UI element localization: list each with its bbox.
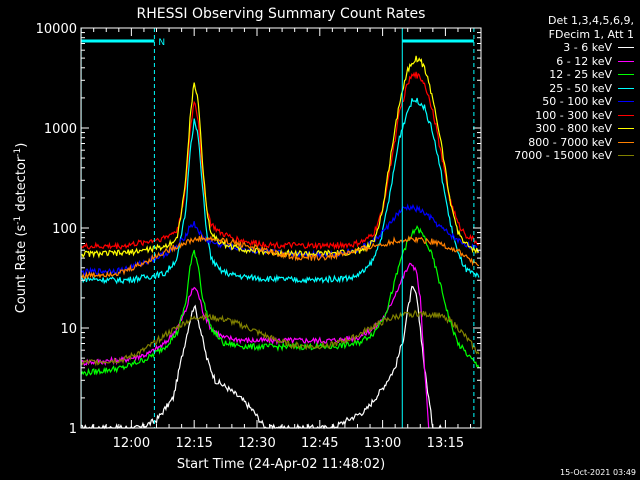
legend-label: 800 - 7000 keV [528,135,612,149]
x-tick-label: 12:15 [175,436,212,451]
legend-header-line: Det 1,3,4,5,6,9, [547,14,634,27]
legend-label: 50 - 100 keV [542,95,612,108]
x-tick-label: 12:45 [301,436,338,451]
legend-header-line: FDecim 1, Att 1 [548,27,634,41]
x-axis-title: Start Time (24-Apr-02 11:48:02) [177,457,385,472]
legend-swatch [618,155,634,157]
generated-timestamp: 15-Oct-2021 03:49 [560,468,636,477]
series-line [80,97,480,285]
legend-item: 100 - 300 keV [478,109,634,123]
legend-swatch [618,47,634,49]
chart-title: RHESSI Observing Summary Count Rates [137,6,426,22]
legend-item: 3 - 6 keV [478,41,634,55]
legend-item: 300 - 800 keV [478,122,634,136]
attenuator-markers: N [80,28,475,428]
series-line [80,262,430,429]
series-line [80,234,480,280]
y-tick-label: 1000 [44,122,77,137]
attenuator-label: N [158,38,165,48]
legend-item: 25 - 50 keV [478,82,634,96]
y-tick-label: 10000 [36,22,77,37]
legend-swatch [618,101,634,103]
legend-swatch [618,128,634,130]
plot-frame [80,27,482,429]
legend-label: 12 - 25 keV [549,68,612,81]
legend-swatch [618,87,634,89]
legend-item: 6 - 12 keV [478,55,634,69]
legend-label: 3 - 6 keV [563,41,612,54]
legend-item: 7000 - 15000 keV [478,149,634,163]
x-tick-label: 12:00 [113,436,150,451]
y-tick-label: 1 [69,422,77,437]
legend-swatch [618,74,634,76]
x-tick-label: 13:00 [364,436,401,451]
series-line [80,71,480,251]
axis-ticks: 12:00 12:15 12:30 12:45 13:00 13:15 1 10 100 1000… [36,22,481,451]
legend-label: 25 - 50 keV [549,81,612,95]
legend-label: 7000 - 15000 keV [514,149,612,162]
legend-label: 300 - 800 keV [535,122,612,135]
chart-legend: Det 1,3,4,5,6,9, FDecim 1, Att 1 3 - 6 k… [478,14,634,163]
x-tick-label: 12:30 [238,436,275,451]
series-line [80,55,480,259]
y-tick-label: 10 [60,322,77,337]
x-tick-label: 13:15 [427,436,464,451]
legend-label: 100 - 300 keV [535,108,612,122]
legend-swatch [618,60,634,62]
legend-item: 50 - 100 keV [478,95,634,109]
y-axis-title: Count Rate (s-1 detector-1) [13,143,29,314]
series-line [80,309,480,367]
legend-swatch [618,114,634,116]
y-tick-label: 100 [52,222,77,237]
legend-item: 800 - 7000 keV [478,136,634,150]
legend-item: 12 - 25 keV [478,68,634,82]
series-line [80,224,480,377]
series-lines [80,55,480,430]
legend-label: 6 - 12 keV [556,54,612,68]
series-line [80,285,442,430]
legend-swatch [618,141,634,143]
